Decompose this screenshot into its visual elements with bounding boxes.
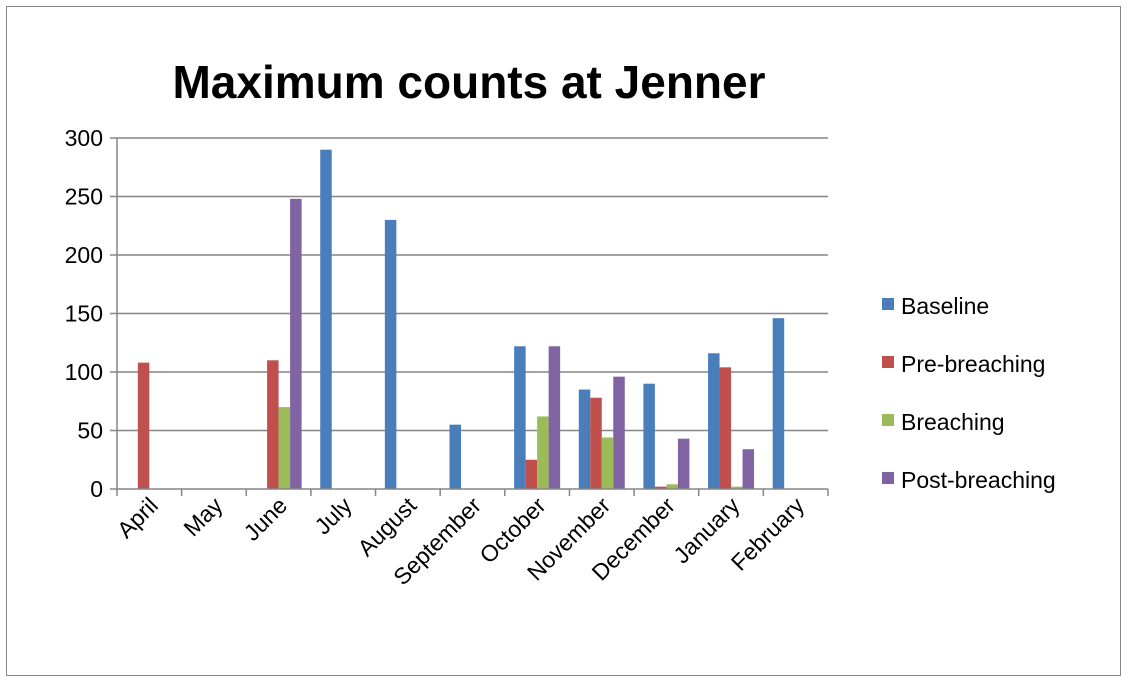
bar-baseline-december (643, 383, 655, 489)
bar-pre-breaching-january (719, 367, 732, 489)
bar-baseline-august (384, 219, 397, 489)
legend-swatch (882, 298, 894, 310)
chart-title: Maximum counts at Jenner (172, 56, 765, 108)
bar-post-breaching-january (742, 449, 755, 489)
bar-baseline-september (449, 424, 461, 489)
bar-baseline-january (708, 353, 720, 489)
x-tick-labels: April May June JulyAugustSeptemberOctoberNo… (112, 492, 810, 590)
bars (137, 149, 785, 489)
bar-post-breaching-october (548, 346, 561, 489)
legend-label: Post-breaching (901, 467, 1056, 493)
y-tick-label: 50 (77, 418, 103, 444)
x-tick-label: July (309, 492, 357, 540)
bar-post-breaching-november (613, 376, 625, 489)
legend-label: Baseline (901, 293, 989, 319)
legend-swatch (882, 414, 894, 426)
bar-breaching-october (537, 416, 549, 489)
bar-pre-breaching-october (525, 459, 538, 489)
bar-baseline-november (578, 389, 591, 489)
bar-pre-breaching-april (137, 362, 150, 489)
x-tick-label: April (112, 492, 163, 543)
legend-label: Breaching (901, 409, 1005, 435)
bar-breaching-november (601, 437, 614, 489)
bar-post-breaching-june (290, 198, 302, 489)
chart-frame: Maximum counts at Jenner 0 50 100 150 200 250… (6, 6, 1121, 676)
bar-pre-breaching-november (590, 397, 602, 489)
legend: Baseline Pre-breaching Breaching Post-breac… (882, 293, 1056, 493)
x-tick-label: June (238, 492, 292, 546)
bar-breaching-june (278, 407, 291, 489)
bar-post-breaching-december (677, 438, 690, 489)
legend-label: Pre-breaching (901, 351, 1045, 377)
y-tick-label: 200 (65, 242, 103, 268)
bar-baseline-october (514, 346, 526, 489)
y-tick-label: 150 (65, 301, 103, 327)
y-tick-label: 0 (90, 476, 103, 502)
bar-breaching-january (731, 486, 743, 489)
axes (116, 138, 829, 496)
bar-baseline-july (320, 149, 332, 489)
chart-svg: Maximum counts at Jenner 0 50 100 150 200 250… (65, 56, 1056, 590)
bar-baseline-february (772, 318, 785, 489)
y-tick-label: 100 (65, 359, 103, 385)
bar-pre-breaching-june (267, 360, 279, 489)
bar-breaching-december (666, 484, 678, 489)
bar-pre-breaching-december (654, 486, 667, 489)
y-tick-label: 250 (65, 184, 103, 210)
x-tick-label: May (178, 492, 227, 541)
legend-swatch (882, 472, 894, 484)
y-tick-label: 300 (65, 125, 103, 151)
y-tick-labels: 0 50 100 150 200 250 300 (65, 125, 103, 502)
legend-swatch (882, 356, 894, 368)
